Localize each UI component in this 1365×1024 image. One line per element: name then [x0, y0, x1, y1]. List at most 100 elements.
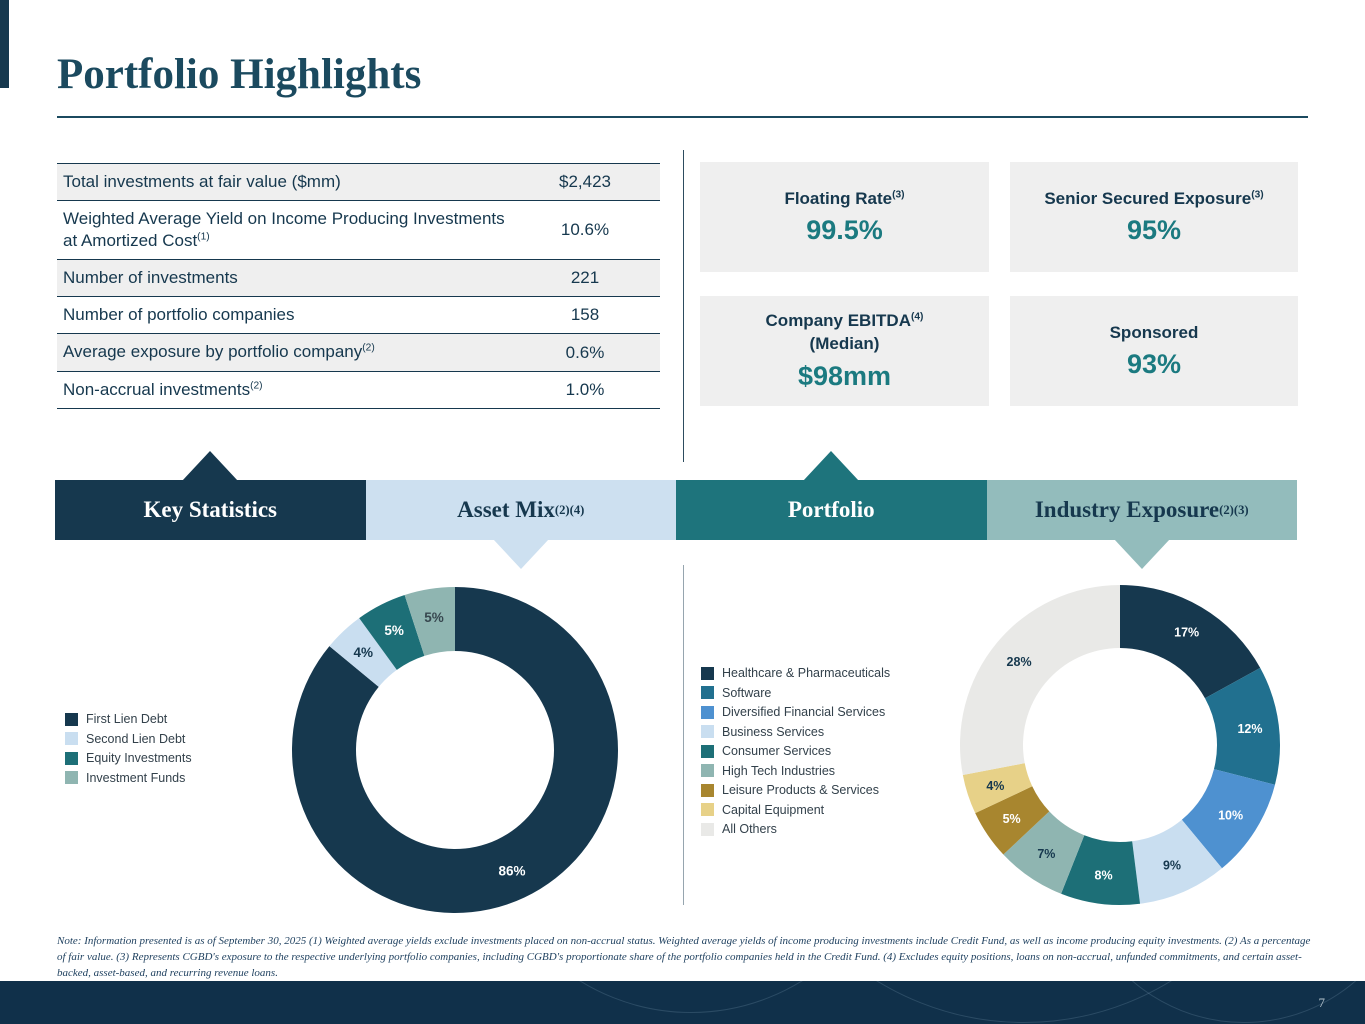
row-label: Total investments at fair value ($mm) — [57, 164, 510, 200]
band-arrow-down — [1113, 539, 1170, 569]
donut-slice-label: 4% — [354, 645, 374, 660]
stat-box-floating-rate: Floating Rate(3) 99.5% — [700, 162, 989, 272]
row-label-sup: (2) — [250, 379, 263, 391]
row-value: $2,423 — [559, 172, 611, 192]
section-band: Key Statistics Asset Mix (2)(4) Portfolio… — [55, 451, 1297, 569]
donut-slice-high-tech-industries — [1003, 811, 1085, 894]
row-label-text: Weighted Average Yield on Income Produci… — [63, 209, 505, 251]
legend-item: Diversified Financial Services — [701, 705, 890, 719]
key-statistics-table: Total investments at fair value ($mm) $2… — [57, 163, 660, 409]
title-underline — [57, 116, 1308, 118]
table-row: Total investments at fair value ($mm) $2… — [57, 164, 660, 202]
legend-item: Investment Funds — [65, 771, 192, 785]
legend-label: High Tech Industries — [722, 763, 836, 778]
stat-box-label-text: Sponsored — [1109, 322, 1199, 342]
stat-box-company-ebitda: Company EBITDA(4) (Median) $98mm — [700, 296, 989, 406]
asset-mix-legend: First Lien Debt Second Lien Debt Equity In… — [65, 712, 192, 790]
stat-box-label: Company EBITDA(4) — [766, 310, 924, 333]
stat-box-label-text: Company EBITDA — [765, 311, 911, 331]
stat-box-label-sup: (3) — [892, 188, 905, 200]
donut-slice-label: 86% — [499, 864, 526, 879]
donut-slice-business-services — [1132, 819, 1222, 904]
row-value: 0.6% — [565, 342, 605, 362]
donut-slice-label: 7% — [1037, 847, 1055, 861]
donut-slice-capital-equipment — [962, 763, 1033, 814]
stat-box-senior-secured: Senior Secured Exposure(3) 95% — [1010, 162, 1298, 272]
stat-box-label: Floating Rate(3) — [784, 188, 904, 211]
section-band-portfolio: Portfolio — [676, 451, 987, 540]
legend-swatch — [701, 783, 714, 797]
legend-label: Equity Investments — [86, 751, 192, 765]
legend-label: Diversified Financial Services — [722, 705, 886, 719]
row-value: 1.0% — [565, 379, 605, 399]
legend-swatch — [701, 822, 714, 836]
industry-exposure-donut-chart: 17% 12% 10% 9% 8% 7% 5% 4% 28% — [960, 585, 1280, 905]
legend-swatch — [701, 686, 714, 699]
legend-item: Leisure Products & Services — [701, 783, 890, 797]
row-label-text: Total investments at fair value ($mm) — [63, 172, 341, 191]
legend-item: High Tech Industries — [701, 764, 890, 778]
stat-box-label-text: Senior Secured Exposure — [1044, 188, 1252, 208]
band-label: Portfolio — [787, 497, 875, 522]
legend-label: First Lien Debt — [86, 712, 168, 726]
legend-swatch — [65, 751, 78, 765]
donut-slice-label: 4% — [986, 779, 1004, 793]
table-row: Number of investments 221 — [57, 260, 660, 298]
band-arrow-up — [182, 451, 239, 481]
section-band-key-statistics: Key Statistics — [55, 451, 366, 540]
table-row: Non-accrual investments(2) 1.0% — [57, 372, 660, 409]
row-value: 221 — [570, 268, 600, 288]
vertical-divider-top — [683, 150, 684, 462]
stat-box-value: $98mm — [797, 360, 892, 391]
band-label: Key Statistics — [143, 497, 277, 522]
donut-slice-equity-investments — [359, 594, 425, 670]
legend-item: Business Services — [701, 725, 890, 739]
stat-box-value: 95% — [1126, 215, 1182, 246]
donut-slice-first-lien-debt — [291, 587, 618, 913]
stat-box-value: 99.5% — [806, 215, 883, 246]
donut-slice-label: 10% — [1218, 809, 1243, 823]
industry-exposure-legend: Healthcare & Pharmaceuticals Software Dive… — [701, 666, 890, 842]
row-label-text: Non-accrual investments — [63, 379, 251, 399]
legend-swatch — [701, 666, 714, 680]
donut-slice-leisure-products-services — [975, 786, 1050, 855]
row-label: Weighted Average Yield on Income Produci… — [57, 201, 510, 259]
donut-slice-healthcare-pharmaceuticals — [1120, 585, 1261, 699]
legend-label: Healthcare & Pharmaceuticals — [722, 666, 891, 680]
donut-slice-label: 8% — [1095, 868, 1113, 882]
donut-slice-consumer-services — [1061, 835, 1141, 905]
donut-slice-label: 5% — [384, 623, 404, 638]
legend-label: Consumer Services — [722, 744, 832, 758]
legend-item: Healthcare & Pharmaceuticals — [701, 666, 890, 680]
legend-label: Second Lien Debt — [86, 731, 186, 746]
donut-slice-diversified-financial-services — [1181, 769, 1275, 869]
row-value: 158 — [570, 305, 600, 325]
row-label-text: Number of investments — [63, 268, 238, 288]
row-label: Average exposure by portfolio company(2) — [57, 334, 510, 370]
donut-slice-investment-funds — [404, 587, 455, 656]
stat-box-sponsored: Sponsored 93% — [1010, 296, 1298, 406]
band-label: Asset Mix — [457, 497, 555, 522]
legend-swatch — [65, 712, 78, 726]
stat-box-label-sup: (4) — [911, 311, 924, 323]
band-arrow-down — [492, 539, 549, 569]
legend-item: All Others — [701, 822, 890, 836]
page-title: Portfolio Highlights — [57, 51, 422, 98]
stat-box-label: Senior Secured Exposure(3) — [1044, 188, 1263, 211]
legend-label: Capital Equipment — [722, 802, 825, 817]
row-label-sup: (1) — [197, 231, 210, 243]
donut-slice-second-lien-debt — [329, 618, 397, 687]
donut-slice-all-others — [960, 585, 1120, 775]
asset-mix-donut-chart: 86% 4% 5% 5% — [291, 587, 618, 913]
stat-box-label-sup: (3) — [1251, 188, 1264, 200]
footnote: Note: Information presented is as of Sep… — [57, 935, 1311, 979]
page-number: 7 — [1318, 994, 1326, 1010]
row-label-text: Number of portfolio companies — [63, 305, 295, 325]
legend-label: Investment Funds — [86, 770, 186, 785]
legend-swatch — [65, 732, 78, 745]
row-label: Number of investments — [57, 260, 510, 296]
legend-item: Software — [701, 686, 890, 700]
legend-swatch — [701, 744, 714, 758]
stat-box-label-text: Floating Rate — [784, 188, 893, 208]
legend-label: Business Services — [722, 724, 825, 739]
